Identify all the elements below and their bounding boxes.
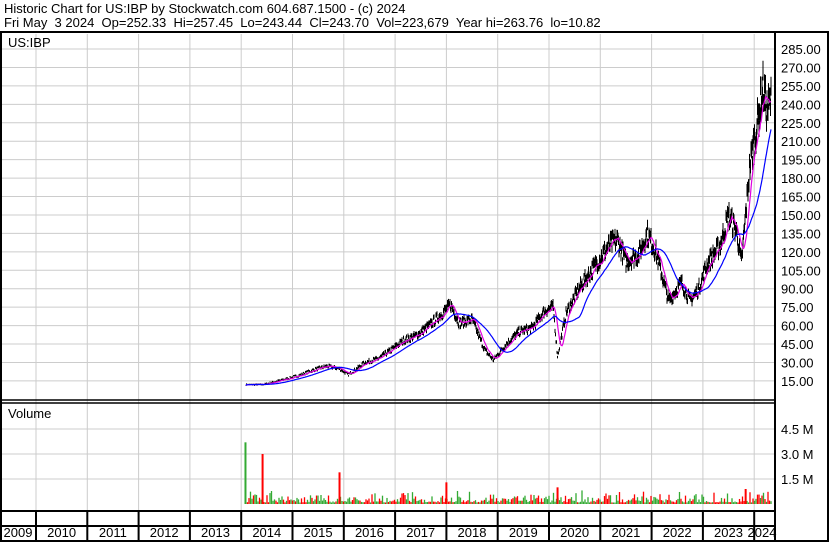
- year-label: 2019: [509, 525, 538, 540]
- volume-tick-label: 4.5 M: [781, 422, 814, 437]
- price-tick-label: 105.00: [781, 263, 821, 278]
- volume-label: Volume: [8, 406, 51, 421]
- price-tick-label: 90.00: [781, 282, 814, 297]
- year-label: 2017: [406, 525, 435, 540]
- price-tick-label: 75.00: [781, 300, 814, 315]
- volume-tick-label: 1.5 M: [781, 472, 814, 487]
- year-label: 2022: [663, 525, 692, 540]
- year-label: 2011: [99, 525, 127, 540]
- price-tick-label: 45.00: [781, 337, 814, 352]
- year-label: 2012: [150, 525, 179, 540]
- short-moving-average-line: [245, 96, 772, 386]
- price-tick-label: 210.00: [781, 134, 821, 149]
- year-label: 2020: [560, 525, 589, 540]
- price-tick-label: 225.00: [781, 116, 821, 131]
- price-bars: [245, 60, 772, 386]
- year-label: 2009: [4, 525, 33, 540]
- price-tick-label: 60.00: [781, 319, 814, 334]
- price-tick-label: 15.00: [781, 374, 814, 389]
- price-tick-label: 285.00: [781, 42, 821, 57]
- price-tick-label: 120.00: [781, 245, 821, 260]
- price-tick-label: 270.00: [781, 60, 821, 75]
- year-label: 2010: [47, 525, 76, 540]
- price-tick-label: 180.00: [781, 171, 821, 186]
- year-label: 2016: [355, 525, 384, 540]
- price-tick-label: 240.00: [781, 97, 821, 112]
- year-label: 2014: [252, 525, 281, 540]
- price-tick-label: 30.00: [781, 355, 814, 370]
- price-tick-label: 255.00: [781, 79, 821, 94]
- year-label: 2018: [458, 525, 487, 540]
- symbol-label: US:IBP: [8, 35, 51, 50]
- year-label: 2013: [201, 525, 230, 540]
- price-tick-label: 135.00: [781, 226, 821, 241]
- year-label: 2024: [748, 525, 777, 540]
- volume-tick-label: 3.0 M: [781, 447, 814, 462]
- price-tick-label: 150.00: [781, 208, 821, 223]
- year-label: 2015: [304, 525, 333, 540]
- price-tick-label: 195.00: [781, 153, 821, 168]
- quote-summary: Fri May 3 2024 Op=252.33 Hi=257.45 Lo=24…: [4, 15, 601, 30]
- price-tick-label: 165.00: [781, 190, 821, 205]
- long-moving-average-line: [245, 129, 772, 386]
- chart-title: Historic Chart for US:IBP by Stockwatch.…: [4, 1, 406, 16]
- year-label: 2023: [714, 525, 743, 540]
- year-label: 2021: [611, 525, 640, 540]
